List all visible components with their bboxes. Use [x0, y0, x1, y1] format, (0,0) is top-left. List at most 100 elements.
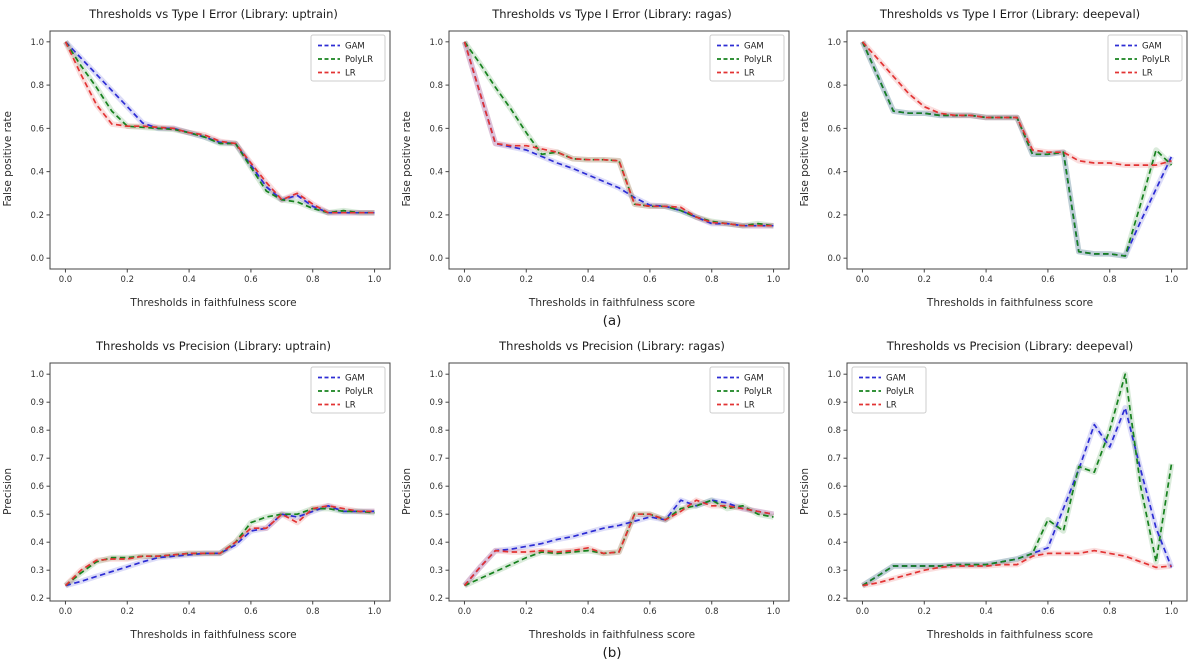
- svg-text:0.0: 0.0: [30, 254, 44, 264]
- axes: 0.0 0.2 0.4 0.6 0.8 1.0 0.0 0.2 0.4 0.6 0.8 1.0: [30, 30, 391, 285]
- svg-text:0.5: 0.5: [827, 510, 841, 520]
- legend-label-PolyLR: PolyLR: [744, 55, 772, 65]
- svg-text:1.0: 1.0: [429, 38, 443, 48]
- svg-text:1.0: 1.0: [827, 38, 841, 48]
- series-lines: [861, 371, 1175, 589]
- chart-body: False positive rate 0.0 0.2 0.4 0.6 0.8 1.0 0.…: [399, 23, 797, 295]
- svg-text:0.4: 0.4: [429, 538, 443, 548]
- svg-text:0.3: 0.3: [827, 566, 841, 576]
- svg-text:0.4: 0.4: [30, 168, 44, 178]
- svg-text:0.6: 0.6: [30, 482, 44, 492]
- svg-text:0.3: 0.3: [30, 566, 44, 576]
- legend-label-LR: LR: [345, 401, 356, 411]
- svg-text:0.0: 0.0: [59, 607, 73, 617]
- legend: GAM PolyLR LR: [709, 34, 785, 82]
- chart-cell-precision-deepeval: Thresholds vs Precision (Library: deepev…: [797, 332, 1195, 660]
- line-GAM: [463, 499, 774, 587]
- svg-text:1.0: 1.0: [368, 607, 382, 617]
- svg-text:0.0: 0.0: [856, 275, 870, 285]
- legend: GAM PolyLR LR: [1107, 34, 1183, 82]
- line-LR: [64, 41, 375, 214]
- series-lines: [462, 497, 774, 589]
- band-GAM: [64, 503, 375, 589]
- band-LR: [462, 497, 774, 588]
- legend-label-LR: LR: [886, 401, 897, 411]
- svg-text:0.2: 0.2: [520, 275, 534, 285]
- svg-text:0.8: 0.8: [429, 81, 443, 91]
- legend-label-PolyLR: PolyLR: [345, 387, 373, 397]
- svg-text:0.7: 0.7: [827, 454, 841, 464]
- legend-label-GAM: GAM: [345, 374, 365, 384]
- series-lines: [859, 39, 1174, 259]
- svg-text:1.0: 1.0: [1165, 607, 1179, 617]
- legend: GAM PolyLR LR: [310, 366, 386, 414]
- y-axis-label: False positive rate: [401, 111, 413, 207]
- svg-text:0.7: 0.7: [30, 454, 44, 464]
- svg-text:0.6: 0.6: [1041, 607, 1055, 617]
- svg-text:0.8: 0.8: [1103, 607, 1117, 617]
- svg-text:0.9: 0.9: [827, 398, 841, 408]
- svg-text:0.2: 0.2: [30, 211, 44, 221]
- svg-text:0.4: 0.4: [979, 607, 993, 617]
- svg-text:1.0: 1.0: [1165, 275, 1179, 285]
- legend-label-GAM: GAM: [345, 42, 365, 52]
- svg-text:0.3: 0.3: [429, 566, 443, 576]
- line-LR: [463, 41, 774, 227]
- svg-text:0.5: 0.5: [30, 510, 44, 520]
- legend-label-GAM: GAM: [744, 374, 764, 384]
- legend-label-PolyLR: PolyLR: [345, 55, 373, 65]
- chart-title: Thresholds vs Precision (Library: ragas): [499, 339, 725, 353]
- y-axis-label: False positive rate: [2, 111, 14, 207]
- chart-body: False positive rate 0.0 0.2 0.4 0.6 0.8 1.0 0.…: [0, 23, 399, 295]
- axes: 0.0 0.2 0.4 0.6 0.8 1.0 0.2 0.3 0.4 0.5 0.6 0.7 0.8 0…: [827, 362, 1188, 617]
- svg-text:0.4: 0.4: [827, 168, 841, 178]
- svg-text:1.0: 1.0: [368, 275, 382, 285]
- y-axis-label: False positive rate: [799, 111, 811, 207]
- chart-plot-type1-uptrain: 0.0 0.2 0.4 0.6 0.8 1.0 0.0 0.2 0.4 0.6 0.8 1.0 GAM P…: [30, 30, 391, 285]
- series-lines: [461, 40, 774, 229]
- x-axis-label: Thresholds in faithfulness score: [528, 297, 696, 309]
- legend-label-LR: LR: [744, 401, 755, 411]
- svg-text:0.4: 0.4: [581, 607, 595, 617]
- chart-title: Thresholds vs Precision (Library: uptrai…: [96, 339, 331, 353]
- line-PolyLR: [64, 41, 375, 214]
- legend-label-GAM: GAM: [1142, 42, 1162, 52]
- svg-text:0.2: 0.2: [121, 275, 135, 285]
- axes: 0.0 0.2 0.4 0.6 0.8 1.0 0.2 0.3 0.4 0.5 0.6 0.7 0.8 0…: [429, 362, 790, 617]
- svg-text:0.0: 0.0: [458, 275, 472, 285]
- svg-text:1.0: 1.0: [30, 370, 44, 380]
- svg-text:0.6: 0.6: [244, 607, 258, 617]
- chart-cell-type1-uptrain: Thresholds vs Type I Error (Library: upt…: [0, 0, 399, 332]
- svg-text:0.4: 0.4: [182, 607, 196, 617]
- svg-text:0.0: 0.0: [59, 275, 73, 285]
- chart-plot-type1-deepeval: 0.0 0.2 0.4 0.6 0.8 1.0 0.0 0.2 0.4 0.6 0.8 1.0 GAM P…: [827, 30, 1188, 285]
- axes: 0.0 0.2 0.4 0.6 0.8 1.0 0.0 0.2 0.4 0.6 0.8 1.0: [827, 30, 1188, 285]
- svg-text:0.8: 0.8: [827, 81, 841, 91]
- svg-text:0.6: 0.6: [643, 275, 657, 285]
- legend-label-LR: LR: [345, 69, 356, 79]
- y-axis-label: Precision: [401, 467, 413, 515]
- line-LR: [861, 41, 1172, 166]
- svg-text:0.2: 0.2: [429, 211, 443, 221]
- svg-text:1.0: 1.0: [827, 370, 841, 380]
- svg-text:0.2: 0.2: [827, 594, 841, 604]
- legend-label-LR: LR: [1142, 69, 1153, 79]
- svg-text:0.6: 0.6: [30, 124, 44, 134]
- svg-text:0.8: 0.8: [306, 607, 320, 617]
- svg-text:1.0: 1.0: [767, 607, 781, 617]
- chart-title: Thresholds vs Type I Error (Library: rag…: [492, 7, 732, 21]
- line-PolyLR: [862, 373, 1173, 587]
- svg-text:0.0: 0.0: [827, 254, 841, 264]
- legend-label-GAM: GAM: [886, 374, 906, 384]
- legend-label-PolyLR: PolyLR: [1142, 55, 1170, 65]
- svg-text:0.8: 0.8: [30, 426, 44, 436]
- svg-text:0.2: 0.2: [918, 607, 932, 617]
- series-lines: [63, 503, 375, 589]
- legend-label-LR: LR: [744, 69, 755, 79]
- legend-label-GAM: GAM: [744, 42, 764, 52]
- y-axis-label: Precision: [2, 467, 14, 515]
- svg-text:0.8: 0.8: [827, 426, 841, 436]
- line-GAM: [64, 41, 375, 214]
- line-PolyLR: [464, 499, 774, 587]
